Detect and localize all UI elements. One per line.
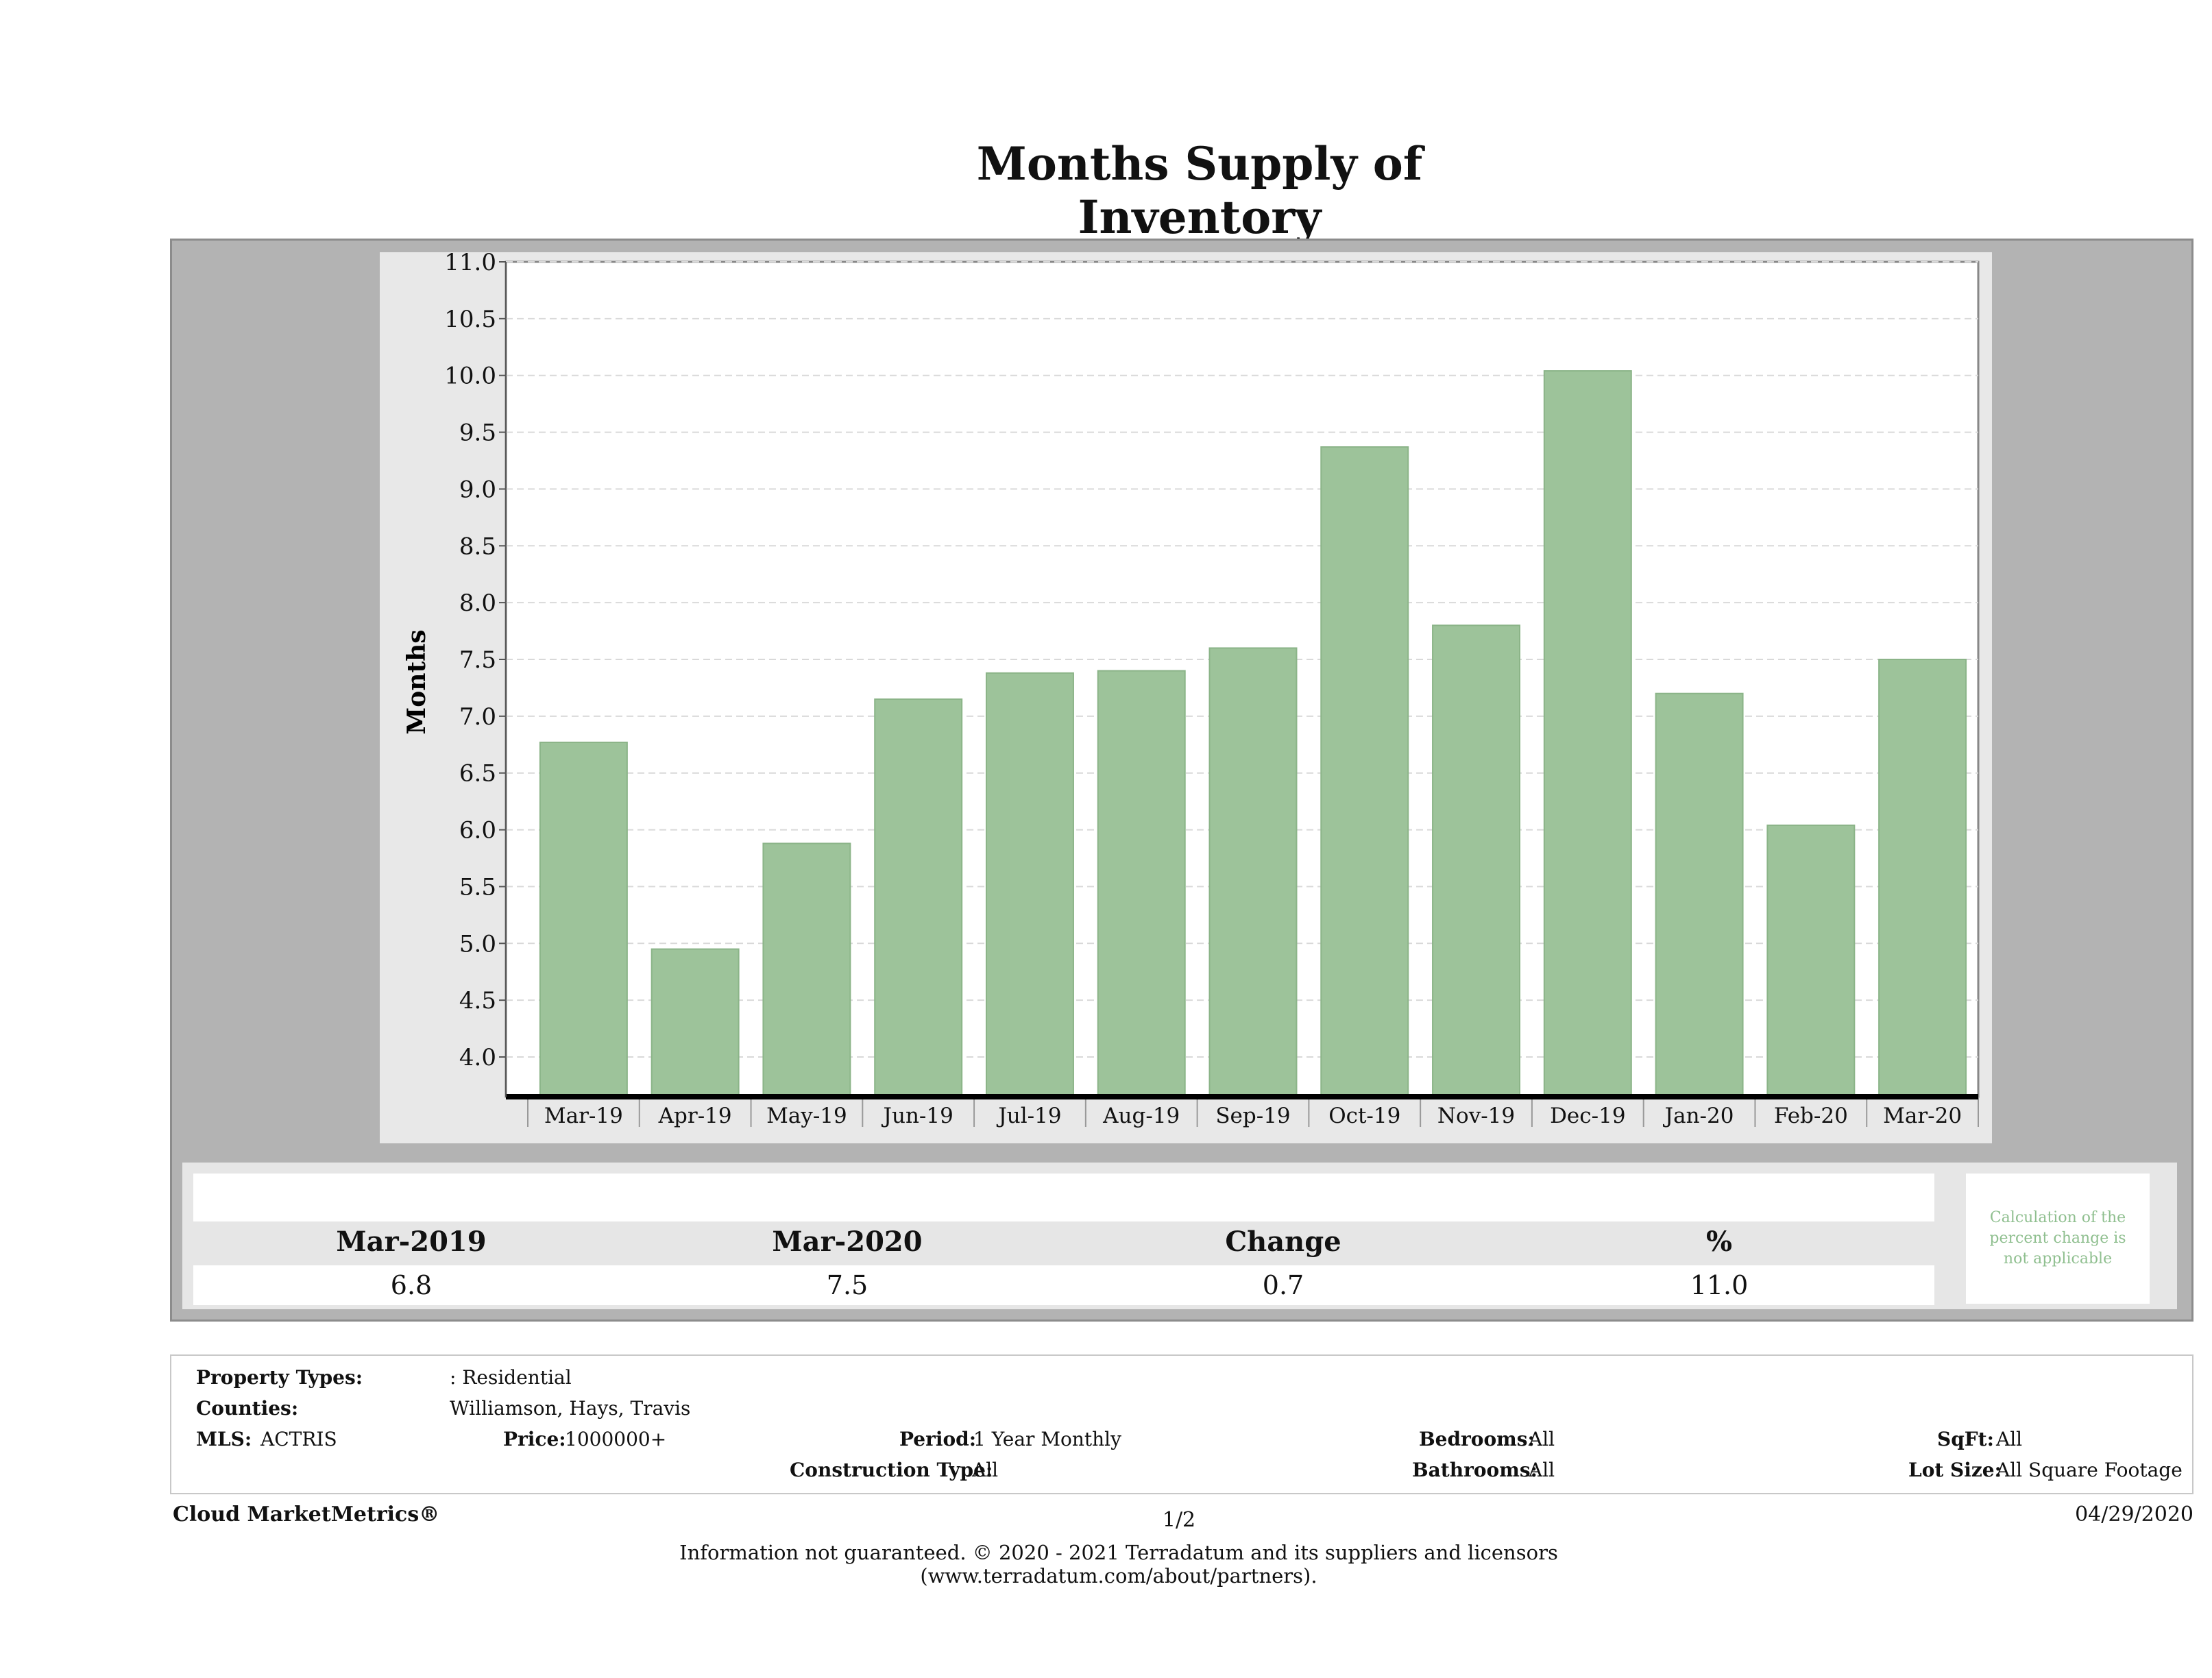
construction-type-label: Construction Type: (790, 1459, 993, 1481)
property-types-value: : Residential (450, 1366, 572, 1389)
y-tick-label: 10.5 (444, 306, 496, 333)
bar-mar-20 (1878, 659, 1967, 1097)
report-date: 04/29/2020 (2075, 1503, 2193, 1527)
search-criteria-box (170, 1354, 2193, 1494)
counties-value: Williamson, Hays, Travis (450, 1397, 691, 1420)
bar-sep-19 (1208, 647, 1298, 1097)
property-types-label: Property Types: (196, 1366, 363, 1389)
summary-header-start: Mar-2019 (336, 1226, 487, 1258)
brand-name: Cloud MarketMetrics® (173, 1503, 440, 1527)
x-tick-label: Jun-19 (882, 1104, 953, 1128)
bar-nov-19 (1432, 624, 1521, 1097)
y-tick-label: 9.5 (459, 420, 496, 447)
bedrooms-value: All (1529, 1428, 1555, 1450)
counties-label: Counties: (196, 1397, 299, 1420)
x-tick-label: Dec-19 (1550, 1104, 1625, 1128)
summary-spacer-row (193, 1174, 1934, 1221)
x-tick-label: Feb-20 (1774, 1104, 1848, 1128)
period-value: 1 Year Monthly (973, 1428, 1121, 1450)
bar-jan-20 (1655, 692, 1744, 1097)
summary-header-end: Mar-2020 (772, 1226, 923, 1258)
summary-value-end: 7.5 (826, 1270, 868, 1300)
summary-header-change: Change (1225, 1226, 1341, 1258)
y-tick-label: 9.0 (459, 476, 496, 503)
period-label: Period: (899, 1428, 977, 1450)
y-tick-label: 10.0 (444, 363, 496, 390)
y-tick-label: 8.5 (459, 533, 496, 560)
bar-dec-19 (1543, 370, 1632, 1097)
y-tick-label: 4.5 (459, 987, 496, 1014)
x-tick-label: Mar-20 (1883, 1104, 1962, 1128)
y-tick-label: 6.0 (459, 817, 496, 844)
bar-aug-19 (1097, 670, 1186, 1097)
x-tick-label: Oct-19 (1328, 1104, 1400, 1128)
bar-mar-19 (539, 741, 628, 1097)
x-tick-label: May-19 (766, 1104, 847, 1128)
summary-value-start: 6.8 (390, 1270, 433, 1300)
y-tick-label: 7.0 (459, 703, 496, 731)
lot-size-label: Lot Size: (1908, 1459, 2002, 1481)
bathrooms-label: Bathrooms: (1412, 1459, 1538, 1481)
percent-note-box: Calculation of the percent change is not… (1966, 1174, 2150, 1304)
summary-value-change: 0.7 (1262, 1270, 1304, 1300)
y-axis-label: Months (402, 629, 431, 734)
page-number: 1/2 (1162, 1508, 1196, 1532)
bars (539, 370, 1967, 1097)
disclaimer: Information not guaranteed. © 2020 - 202… (679, 1541, 1558, 1588)
bathrooms-value: All (1529, 1459, 1555, 1481)
x-axis-ticks: Mar-19 Apr-19 May-19 Jun-19 Jul-19 Aug-19 Sep-… (527, 1097, 1979, 1128)
bar-jul-19 (985, 672, 1074, 1097)
mls-value: ACTRIS (260, 1428, 337, 1450)
price-value: 1000000+ (565, 1428, 667, 1450)
x-tick-label: Sep-19 (1215, 1104, 1290, 1128)
y-tick-label: 11.0 (444, 249, 496, 276)
x-tick-label: Jul-19 (996, 1104, 1061, 1128)
price-label: Price: (503, 1428, 566, 1450)
y-tick-label: 4.0 (459, 1044, 496, 1071)
summary-value-percent: 11.0 (1690, 1270, 1749, 1300)
x-tick-label: Mar-19 (544, 1104, 623, 1128)
construction-type-value: All (972, 1459, 999, 1481)
mls-label: MLS: (196, 1428, 252, 1450)
x-tick-label: Aug-19 (1102, 1104, 1180, 1128)
summary-header-percent: % (1705, 1226, 1732, 1258)
bar-jun-19 (874, 698, 963, 1097)
percent-note-text: Calculation of the percent change is not… (1989, 1209, 2126, 1267)
y-tick-label: 7.5 (459, 646, 496, 674)
x-tick-label: Apr-19 (658, 1104, 732, 1128)
y-tick-label: 8.0 (459, 589, 496, 617)
y-tick-label: 6.5 (459, 760, 496, 788)
bar-apr-19 (651, 948, 740, 1097)
summary-values-row (193, 1265, 1934, 1305)
x-tick-label: Jan-20 (1663, 1104, 1734, 1128)
bar-may-19 (762, 842, 851, 1097)
bedrooms-label: Bedrooms: (1419, 1428, 1535, 1450)
x-tick-label: Nov-19 (1437, 1104, 1515, 1128)
lot-size-value: All Square Footage (1996, 1459, 2183, 1481)
bar-feb-20 (1766, 824, 1856, 1097)
y-axis-ticks: 11.0 10.5 10.0 9.5 9.0 8.5 8.0 7.5 7.0 6.5 6.0 5.5 5… (444, 249, 506, 1071)
page-title: Months Supply of Inventory (976, 137, 1423, 244)
y-tick-label: 5.0 (459, 930, 496, 958)
sqft-label: SqFt: (1937, 1428, 1994, 1450)
sqft-value: All (1996, 1428, 2023, 1450)
y-tick-label: 5.5 (459, 873, 496, 901)
bar-oct-19 (1320, 446, 1409, 1097)
